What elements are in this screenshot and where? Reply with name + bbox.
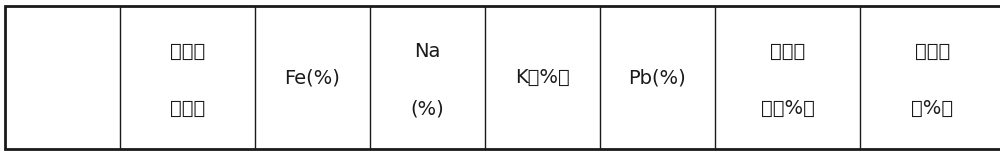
Text: 铵（干: 铵（干 [170, 99, 205, 118]
Text: Pb(%): Pb(%) [629, 68, 686, 87]
Text: (%): (%) [411, 99, 444, 118]
Text: （%）: （%） [911, 99, 954, 118]
Text: 附着水: 附着水 [915, 42, 950, 61]
Text: 物（%）: 物（%） [761, 99, 814, 118]
Text: Fe(%): Fe(%) [285, 68, 340, 87]
Text: Na: Na [414, 42, 441, 61]
Text: 硫酸铝: 硫酸铝 [170, 42, 205, 61]
Text: K（%）: K（%） [515, 68, 570, 87]
Text: 水不溶: 水不溶 [770, 42, 805, 61]
